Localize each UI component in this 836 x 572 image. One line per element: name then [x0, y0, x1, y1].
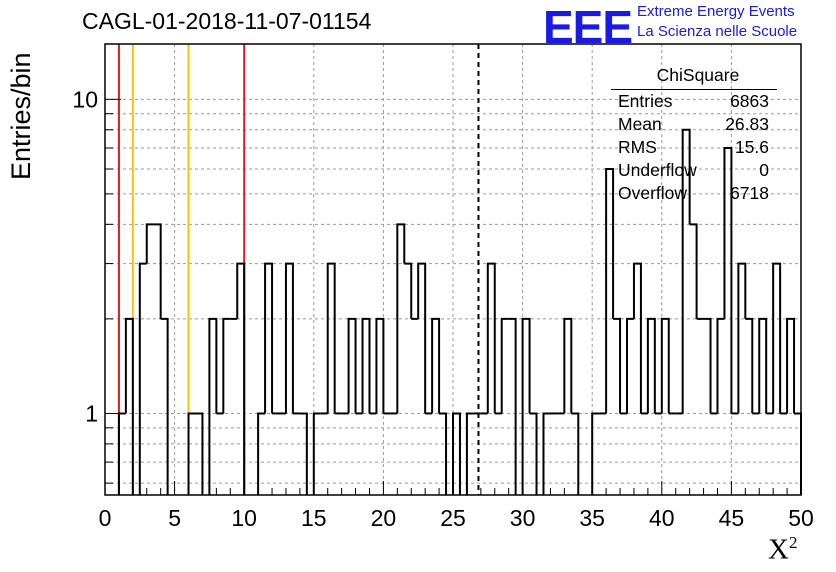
axis-ticks — [104, 98, 802, 495]
eee-logo: EEE — [543, 1, 633, 53]
stats-title: ChiSquare — [611, 65, 777, 90]
x-axis-label-base: X — [768, 533, 789, 566]
histogram-bin — [264, 262, 274, 414]
stats-row: Underflow 0 — [611, 159, 777, 182]
histogram-bin — [236, 262, 246, 495]
histogram-bin — [660, 317, 670, 414]
stats-value: 6718 — [730, 183, 769, 203]
stats-label: Underflow — [618, 160, 697, 180]
histogram-bin — [758, 317, 768, 414]
histogram-bin — [486, 262, 496, 414]
x-axis-label-exponent: 2 — [788, 533, 798, 552]
histogram-bin — [431, 317, 441, 414]
histogram-bin — [465, 412, 474, 495]
histogram-bin — [195, 412, 204, 495]
histogram-bin — [396, 223, 406, 414]
stats-label: Entries — [618, 91, 673, 111]
histogram-bin — [187, 412, 196, 495]
x-tick-label: 35 — [579, 505, 605, 531]
stats-value: 0 — [759, 160, 769, 180]
histogram-bin — [299, 412, 308, 495]
histogram-bin — [312, 412, 321, 495]
y-tick-label: 1 — [85, 400, 98, 426]
histogram-bin — [208, 317, 218, 495]
histogram-bin — [646, 317, 656, 414]
histogram-bin — [222, 317, 231, 414]
histogram-bin — [153, 223, 162, 319]
histogram-bin — [160, 317, 169, 495]
logo-line1: Extreme Energy Events — [637, 3, 795, 20]
histogram-bin — [745, 317, 754, 414]
histogram-bin — [703, 317, 712, 414]
histogram-bin — [723, 146, 733, 414]
histogram-bin — [417, 262, 427, 414]
histogram-bin — [737, 262, 747, 414]
histogram-bin — [689, 223, 698, 319]
histogram-bins — [117, 128, 802, 495]
histogram-bin — [521, 317, 531, 495]
histogram-bin — [786, 317, 796, 414]
histogram-bin — [508, 317, 517, 495]
histogram-bin — [257, 412, 266, 495]
histogram-bin — [439, 412, 448, 495]
histogram-bin — [681, 128, 691, 414]
histogram-bin — [347, 317, 357, 414]
histogram-bin — [452, 412, 461, 495]
x-tick-label: 5 — [168, 505, 181, 531]
chart-title: CAGL-01-2018-11-07-01154 — [82, 8, 372, 34]
histogram-bin — [404, 262, 413, 319]
histogram-bin — [591, 412, 600, 495]
histogram-bin — [361, 317, 371, 414]
x-tick-label: 0 — [99, 505, 112, 531]
histogram-bin — [124, 317, 134, 495]
histogram-bin — [626, 317, 634, 414]
stats-row: RMS 15.6 — [611, 136, 777, 159]
histogram-bin — [716, 317, 725, 414]
stats-label: Mean — [618, 114, 662, 134]
stats-value: 15.6 — [734, 137, 769, 157]
logo-line2: La Scienza nelle Scuole — [637, 23, 798, 40]
x-tick-label: 50 — [788, 505, 814, 531]
histogram-bin — [145, 223, 154, 264]
histogram-bin — [571, 412, 580, 495]
stats-row: Mean 26.83 — [611, 113, 777, 136]
x-tick-label: 30 — [510, 505, 536, 531]
stats-value: 26.83 — [725, 114, 769, 134]
histogram-bin — [529, 412, 538, 495]
x-tick-label: 15 — [301, 505, 327, 531]
histogram-bin — [284, 262, 294, 414]
x-tick-label: 45 — [719, 505, 745, 531]
histogram-bin — [772, 262, 782, 414]
histogram-bin — [500, 317, 509, 414]
x-tick-label: 10 — [231, 505, 257, 531]
y-tick-label: 10 — [72, 86, 98, 112]
histogram-bin — [542, 412, 551, 495]
histogram-bin — [138, 262, 147, 495]
histogram-bin — [326, 262, 336, 414]
stats-value: 6863 — [730, 91, 769, 111]
stats-label: RMS — [618, 137, 657, 157]
x-axis-label: X2 — [768, 533, 797, 567]
histogram-bin — [605, 168, 615, 414]
stats-row: Overflow 6718 — [611, 182, 777, 205]
histogram-bin — [375, 317, 385, 414]
stats-box: ChiSquare Entries 6863 Mean 26.83 RMS 15.6 … — [611, 65, 777, 205]
histogram-bin — [632, 262, 642, 414]
y-axis-label: Entries/bin — [6, 52, 36, 180]
x-tick-label: 40 — [649, 505, 675, 531]
x-tick-label: 25 — [440, 505, 466, 531]
histogram-bin — [563, 317, 573, 414]
stats-row: Entries 6863 — [611, 90, 777, 113]
x-tick-label: 20 — [371, 505, 397, 531]
histogram-bin — [613, 317, 622, 414]
stats-label: Overflow — [618, 183, 688, 203]
axis-tick-labels: 0 5 10 15 20 25 30 35 40 45 50 1 10 — [72, 86, 813, 531]
